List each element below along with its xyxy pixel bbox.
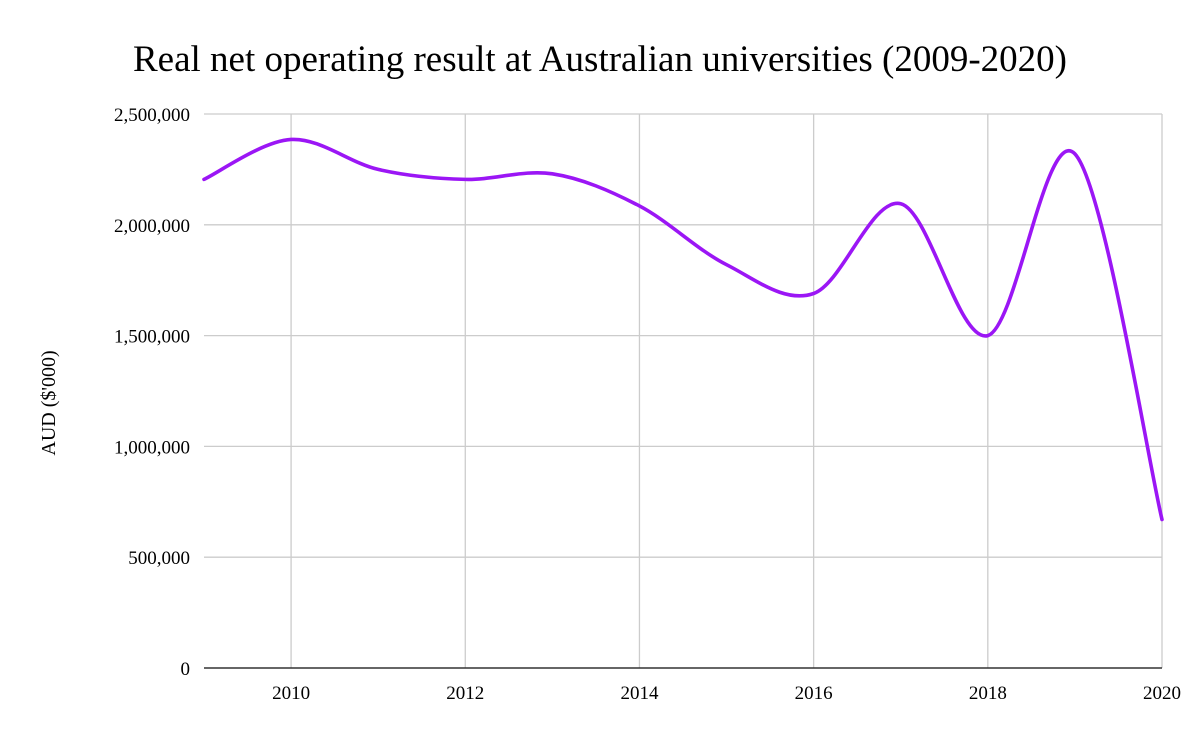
y-axis-label: AUD ($'000): [38, 350, 60, 455]
x-tick-label: 2014: [620, 683, 659, 704]
data-point-2019: [1073, 152, 1077, 156]
data-point-2011: [376, 167, 380, 171]
y-tick-label: 2,000,000: [114, 216, 190, 237]
data-point-2016: [812, 291, 816, 295]
x-tick-label: 2010: [272, 683, 310, 704]
data-point-2012: [463, 177, 467, 181]
series-layer: [202, 137, 1164, 522]
data-point-2013: [550, 172, 554, 176]
x-axis-ticks: 2010 2012 2014 2016 2018 2020: [272, 683, 1181, 704]
y-tick-label: 500,000: [128, 548, 190, 569]
series-line: [202, 137, 1164, 522]
x-tick-label: 2020: [1143, 683, 1181, 704]
data-point-2009: [202, 177, 206, 181]
data-point-2020: [1160, 518, 1164, 522]
data-point-2010: [289, 137, 293, 141]
y-tick-label: 2,500,000: [114, 105, 190, 126]
data-point-2014: [637, 204, 641, 208]
y-tick-label: 1,000,000: [114, 437, 190, 458]
y-tick-label: 0: [181, 659, 191, 680]
x-tick-label: 2012: [446, 683, 484, 704]
x-tick-label: 2016: [795, 683, 833, 704]
chart-title: Real net operating result at Australian …: [133, 39, 1067, 80]
x-tick-label: 2018: [969, 683, 1007, 704]
data-point-2017: [899, 202, 903, 206]
data-point-2018: [986, 334, 990, 338]
data-point-2015: [725, 263, 729, 267]
y-tick-label: 1,500,000: [114, 327, 190, 348]
y-axis-ticks: 0 500,000 1,000,000 1,500,000 2,000,000 2,500…: [114, 105, 190, 680]
gridlines: [204, 113, 1163, 668]
